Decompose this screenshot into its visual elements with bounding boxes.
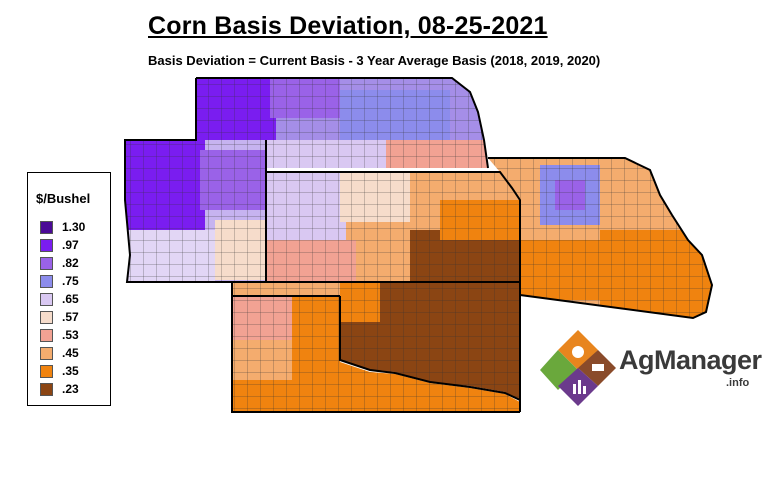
legend-swatch [40,275,53,288]
map-subtitle: Basis Deviation = Current Basis - 3 Year… [148,53,601,68]
region-missouri [488,158,712,318]
legend-swatch [40,257,53,270]
legend-title: $/Bushel [36,191,91,206]
legend-label: .53 [62,328,79,342]
agmanager-logo: AgManager .info [540,328,770,408]
legend-swatch [40,293,53,306]
legend-label: .57 [62,310,79,324]
legend-label: .35 [62,364,79,378]
state-borders [124,77,714,413]
legend-item: .23 [40,382,110,397]
region-colorado [125,140,266,283]
legend-swatch [40,329,53,342]
logo-suffix: .info [726,377,750,389]
legend-swatch [40,365,53,378]
map-title: Corn Basis Deviation, 08-25-2021 [148,12,548,40]
legend-item: .35 [40,364,110,379]
legend-item: 1.30 [40,220,110,235]
legend-item: .97 [40,238,110,253]
legend-swatch [40,383,53,396]
legend-swatch [40,221,53,234]
legend-swatch [40,311,53,324]
legend-item: .82 [40,256,110,271]
legend-label: .23 [62,382,79,396]
legend-item: .45 [40,346,110,361]
legend-item: .65 [40,292,110,307]
legend-label: .45 [62,346,79,360]
legend-item: .53 [40,328,110,343]
legend: $/Bushel 1.30 .97 .82 .75 .65 .57 .53 .4… [27,172,111,406]
logo-diamond-icon [540,330,616,406]
legend-label: .82 [62,256,79,270]
legend-item: .75 [40,274,110,289]
legend-label: .75 [62,274,79,288]
logo-text: AgManager [619,345,762,375]
legend-label: 1.30 [62,220,86,234]
legend-label: .97 [62,238,79,252]
legend-swatch [40,347,53,360]
region-kansas [266,172,520,282]
legend-label: .65 [62,292,79,306]
legend-item: .57 [40,310,110,325]
legend-swatch [40,239,53,252]
